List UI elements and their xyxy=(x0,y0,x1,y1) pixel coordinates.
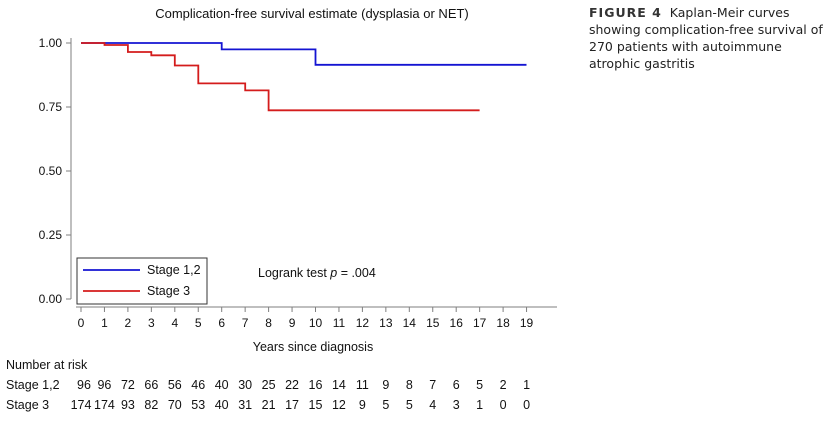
risk-value: 174 xyxy=(94,398,115,412)
y-tick-label: 0.75 xyxy=(39,100,63,114)
x-tick-label: 17 xyxy=(473,316,487,330)
caption-text: Kaplan-Meir curves showing complication-… xyxy=(589,5,823,71)
risk-value: 53 xyxy=(191,398,205,412)
risk-value: 25 xyxy=(262,378,276,392)
logrank-variable: p xyxy=(329,266,337,280)
x-tick-label: 15 xyxy=(426,316,440,330)
risk-value: 5 xyxy=(476,378,483,392)
risk-value: 40 xyxy=(215,398,229,412)
x-tick-label: 0 xyxy=(78,316,85,330)
risk-value: 8 xyxy=(406,378,413,392)
risk-value: 12 xyxy=(332,398,346,412)
x-tick-label: 6 xyxy=(218,316,225,330)
x-tick-label: 2 xyxy=(125,316,132,330)
x-tick-label: 14 xyxy=(403,316,417,330)
risk-value: 31 xyxy=(238,398,252,412)
risk-value: 2 xyxy=(500,378,507,392)
y-tick-label: 1.00 xyxy=(39,36,63,50)
x-tick-label: 11 xyxy=(333,316,346,330)
logrank-suffix: = .004 xyxy=(337,266,376,280)
survival-curves xyxy=(81,42,527,112)
risk-value: 174 xyxy=(71,398,92,412)
x-tick-label: 18 xyxy=(496,316,510,330)
y-tick-label: 0.50 xyxy=(39,164,63,178)
risk-value: 5 xyxy=(382,398,389,412)
x-tick-label: 5 xyxy=(195,316,202,330)
risk-value: 5 xyxy=(406,398,413,412)
risk-value: 0 xyxy=(523,398,530,412)
risk-value: 72 xyxy=(121,378,135,392)
risk-row-label: Stage 3 xyxy=(6,398,49,412)
x-tick-label: 4 xyxy=(171,316,178,330)
risk-value: 82 xyxy=(144,398,158,412)
y-tick-label: 0.25 xyxy=(39,228,63,242)
x-tick-label: 16 xyxy=(450,316,464,330)
risk-value: 3 xyxy=(453,398,460,412)
x-tick-label: 1 xyxy=(101,316,108,330)
risk-value: 66 xyxy=(144,378,158,392)
figure-caption: FIGURE 4 Kaplan-Meir curves showing comp… xyxy=(589,4,827,72)
risk-value: 96 xyxy=(97,378,111,392)
x-tick-label: 10 xyxy=(309,316,323,330)
risk-value: 46 xyxy=(191,378,205,392)
legend: Stage 1,2 Stage 3 xyxy=(76,257,208,305)
risk-table-title: Number at risk xyxy=(6,358,88,372)
logrank-prefix: Logrank test xyxy=(258,266,330,280)
risk-value: 7 xyxy=(429,378,436,392)
risk-value: 30 xyxy=(238,378,252,392)
risk-value: 4 xyxy=(429,398,436,412)
x-tick-label: 8 xyxy=(265,316,272,330)
x-tick-label: 12 xyxy=(356,316,370,330)
risk-value: 14 xyxy=(332,378,346,392)
caption-label: FIGURE 4 xyxy=(589,5,662,20)
risk-value: 1 xyxy=(523,378,530,392)
x-tick-label: 7 xyxy=(242,316,249,330)
risk-value: 15 xyxy=(309,398,323,412)
risk-value: 93 xyxy=(121,398,135,412)
legend-box xyxy=(76,257,208,305)
x-tick-label: 3 xyxy=(148,316,155,330)
series-line-stage-1-2 xyxy=(81,42,527,66)
x-axis-label: Years since diagnosis xyxy=(253,340,373,354)
chart-title: Complication-free survival estimate (dys… xyxy=(155,6,469,21)
risk-value: 1 xyxy=(476,398,483,412)
risk-value: 0 xyxy=(500,398,507,412)
x-tick-label: 19 xyxy=(520,316,534,330)
risk-value: 70 xyxy=(168,398,182,412)
x-tick-label: 9 xyxy=(289,316,296,330)
risk-value: 40 xyxy=(215,378,229,392)
risk-value: 11 xyxy=(356,378,369,392)
legend-label: Stage 3 xyxy=(147,284,190,298)
risk-row-label: Stage 1,2 xyxy=(6,378,60,392)
logrank-annotation: Logrank test p = .004 xyxy=(258,266,376,280)
y-tick-label: 0.00 xyxy=(39,292,63,306)
risk-value: 17 xyxy=(285,398,299,412)
x-tick-label: 13 xyxy=(379,316,393,330)
series-line-stage-3 xyxy=(81,42,480,112)
risk-value: 22 xyxy=(285,378,299,392)
risk-value: 6 xyxy=(453,378,460,392)
risk-value: 9 xyxy=(382,378,389,392)
legend-label: Stage 1,2 xyxy=(147,263,201,277)
risk-value: 96 xyxy=(77,378,91,392)
risk-value: 9 xyxy=(359,398,366,412)
axes: 0.000.250.500.751.000 1 2 3 4 5 6 7 8 9 10 11 12 13 14… xyxy=(39,36,557,330)
risk-value: 56 xyxy=(168,378,182,392)
risk-value: 16 xyxy=(309,378,323,392)
risk-value: 21 xyxy=(262,398,276,412)
